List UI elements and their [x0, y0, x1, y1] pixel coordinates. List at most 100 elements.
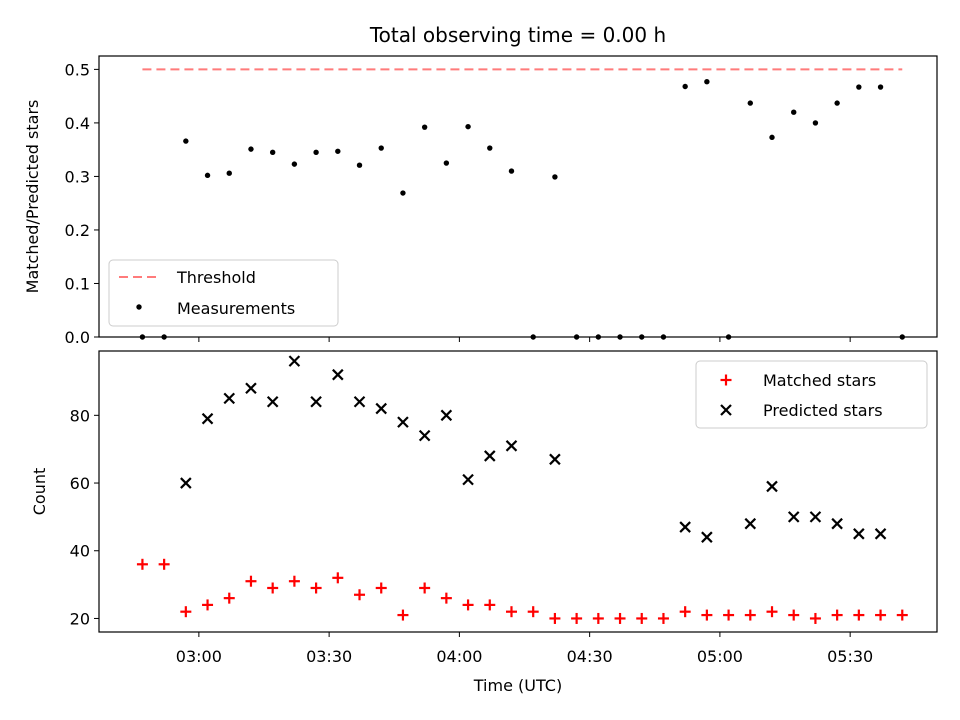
predicted-star-point [462, 473, 474, 486]
x-stroke-b [483, 450, 496, 462]
matched-star-point [701, 609, 713, 621]
measurement-point [226, 170, 232, 176]
legend-predicted-swatch [720, 404, 732, 416]
matched-star-point [766, 606, 778, 618]
y-tick-label: 40 [70, 542, 90, 561]
legend-matched-label: Matched stars [763, 371, 876, 390]
measurement-point [356, 162, 363, 168]
matched-star-point [636, 612, 648, 624]
matched-star-point [158, 558, 170, 570]
bottom-legend: Matched stars Predicted stars [695, 360, 928, 429]
x-stroke-b [744, 517, 757, 530]
x-stroke-b [201, 412, 214, 425]
measurement-point [704, 78, 710, 85]
predicted-star-point [766, 480, 778, 493]
predicted-star-point [180, 477, 192, 489]
matched-star-point [484, 599, 496, 611]
x-stroke-b [766, 480, 778, 493]
y-tick-label: 0.3 [65, 167, 90, 186]
x-tick-label: 03:00 [176, 647, 222, 666]
predicted-star-point [440, 409, 453, 422]
predicted-star-point [353, 396, 366, 408]
chart-title: Total observing time = 0.00 h [369, 23, 666, 47]
legend-box [695, 360, 928, 429]
x-stroke-b [831, 517, 843, 530]
top-panel: 0.0 0.1 0.2 0.3 0.4 0.5 Matched/Predicted star… [23, 55, 938, 347]
x-stroke-b [853, 528, 865, 540]
legend-box [108, 259, 339, 327]
predicted-star-point [701, 531, 713, 543]
matched-star-point [462, 599, 474, 611]
predicted-star-point [310, 396, 322, 408]
legend-predicted-label: Predicted stars [763, 401, 883, 420]
predicted-star-point [332, 368, 344, 381]
predicted-star-point [809, 511, 822, 523]
matched-star-point [136, 558, 148, 570]
measurement-point [378, 145, 384, 151]
measurement-point [443, 160, 450, 166]
x-stroke-b [505, 440, 518, 452]
matched-star-point [788, 609, 800, 621]
y-tick-label: 0.2 [65, 221, 90, 240]
predicted-star-point [853, 528, 865, 540]
matched-star-point [657, 612, 669, 624]
measurement-point [834, 100, 840, 106]
matched-star-point [614, 612, 626, 624]
measurement-point [747, 100, 753, 106]
measurement-point [400, 190, 406, 196]
x-tick-label: 03:30 [306, 647, 352, 666]
y-tick-label: 0.0 [65, 328, 90, 347]
matched-star-point [853, 609, 865, 621]
y-tick-label: 60 [70, 474, 90, 493]
legend-threshold-label: Threshold [176, 268, 256, 287]
x-stroke-b [180, 477, 192, 489]
x-stroke-b [418, 429, 431, 442]
x-stroke-b [809, 511, 822, 523]
matched-star-point [354, 589, 366, 601]
measurement-point [791, 109, 797, 115]
matched-star-point [831, 609, 843, 621]
y-tick-label: 0.4 [65, 114, 90, 133]
matched-star-point [223, 592, 235, 604]
measurement-point [269, 149, 276, 156]
y-tick-label: 0.1 [65, 274, 90, 293]
matched-star-point [744, 609, 756, 621]
y-tick-label: 0.5 [65, 60, 90, 79]
measurement-point [552, 174, 558, 180]
x-stroke-b [679, 521, 691, 533]
matched-star-point [180, 606, 192, 618]
matched-star-point [245, 575, 257, 587]
y-tick-label: 20 [70, 609, 90, 628]
matched-star-point [592, 612, 604, 624]
predicted-star-point [744, 517, 757, 530]
predicted-star-point [483, 450, 496, 462]
predicted-star-point [831, 517, 843, 530]
x-stroke-b [549, 453, 561, 466]
x-stroke-b [223, 392, 236, 405]
matched-star-point [549, 612, 561, 624]
matched-star-point [397, 609, 409, 621]
measurement-point [183, 138, 189, 144]
matched-star-point [419, 582, 431, 594]
measurement-point [421, 124, 428, 130]
x-stroke-b [462, 473, 474, 486]
x-stroke-b [874, 528, 887, 540]
predicted-star-point [397, 416, 409, 428]
matched-star-point [505, 606, 517, 618]
predicted-star-point [223, 392, 236, 405]
x-stroke-b [787, 511, 800, 523]
predicted-star-point [505, 440, 518, 452]
matched-star-point [679, 606, 691, 618]
top-legend: Threshold Measurements [108, 259, 339, 327]
bottom-panel: 20 40 60 80 03:00 03:30 04:00 04:30 05:00 05:30 Co… [30, 350, 938, 695]
measurement-point [812, 120, 819, 126]
x-stroke-b [701, 531, 713, 543]
x-stroke-b [375, 402, 388, 415]
bottom-y-axis-label: Count [30, 468, 49, 516]
measurement-point [248, 146, 254, 152]
predicted-star-point [245, 382, 257, 395]
y-tick-label: 80 [70, 406, 90, 425]
x-tick-label: 05:00 [697, 647, 743, 666]
bottom-axes-frame [98, 350, 938, 633]
predicted-star-point [266, 396, 279, 408]
